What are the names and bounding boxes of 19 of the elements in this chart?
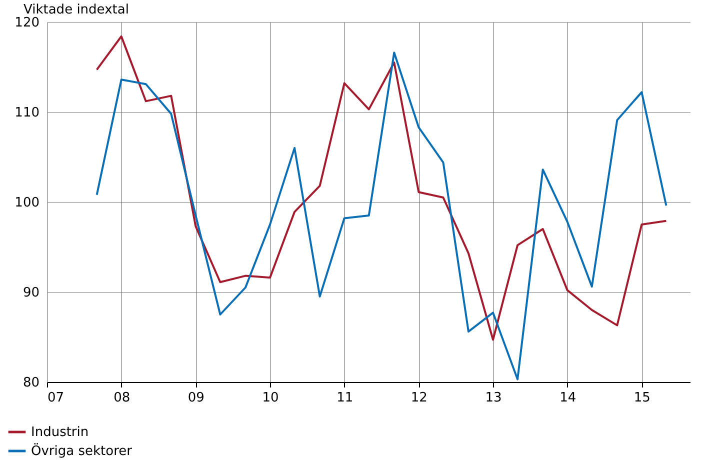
x-tick-label: 10 — [262, 390, 279, 406]
x-tick-label: 15 — [634, 390, 650, 406]
y-tick-label: 80 — [22, 376, 40, 390]
x-tick-label: 13 — [485, 390, 502, 406]
x-tick-label: 09 — [188, 390, 204, 406]
line-series — [96, 52, 668, 380]
y-tick-label: 90 — [22, 286, 40, 300]
x-tick-label: 14 — [560, 390, 576, 406]
x-tick-label: 12 — [410, 390, 428, 406]
y-tick-label: 110 — [14, 106, 40, 120]
y-tick-label: 120 — [14, 16, 40, 30]
x-tick-label: 08 — [114, 390, 130, 406]
y-axis-title: Viktade indextal — [24, 2, 129, 18]
x-tick-label: 07 — [48, 390, 64, 406]
legend-label: Övriga sektorer — [31, 443, 133, 459]
line-series — [96, 35, 668, 341]
x-tick-label: 11 — [336, 390, 354, 406]
legend-label: Industrin — [31, 425, 89, 440]
y-tick-label: 100 — [14, 196, 40, 210]
